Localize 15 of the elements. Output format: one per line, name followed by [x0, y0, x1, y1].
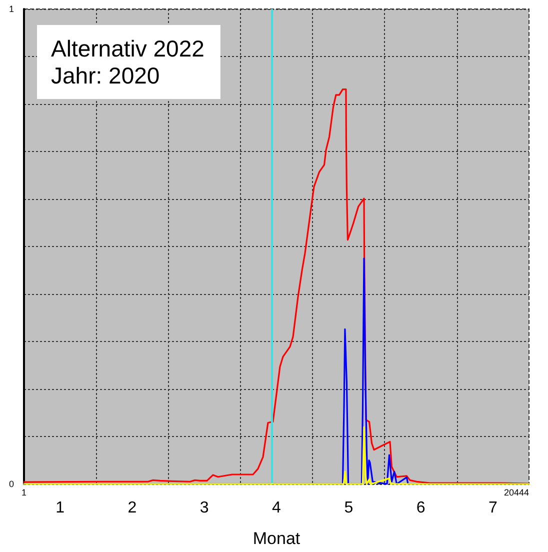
x-tick-label: 3	[200, 500, 209, 516]
line-series	[23, 426, 530, 485]
text: 20444	[504, 488, 529, 498]
x-axis-title: Monat	[252, 529, 300, 548]
y-tick-label: 0	[8, 479, 14, 489]
x-tick-label: 6	[416, 500, 426, 516]
x-tick-label: 2	[128, 500, 137, 516]
x-tick-label: 7	[488, 500, 498, 516]
line-series	[23, 88, 529, 484]
text: Alternativ 2022	[51, 36, 204, 62]
text: 1	[21, 488, 27, 498]
x-tick-label: 5	[344, 500, 354, 516]
x-tick-label: 4	[272, 500, 282, 516]
text: Jahr: 2020	[51, 62, 160, 88]
x-tick-label: 1	[56, 500, 65, 516]
